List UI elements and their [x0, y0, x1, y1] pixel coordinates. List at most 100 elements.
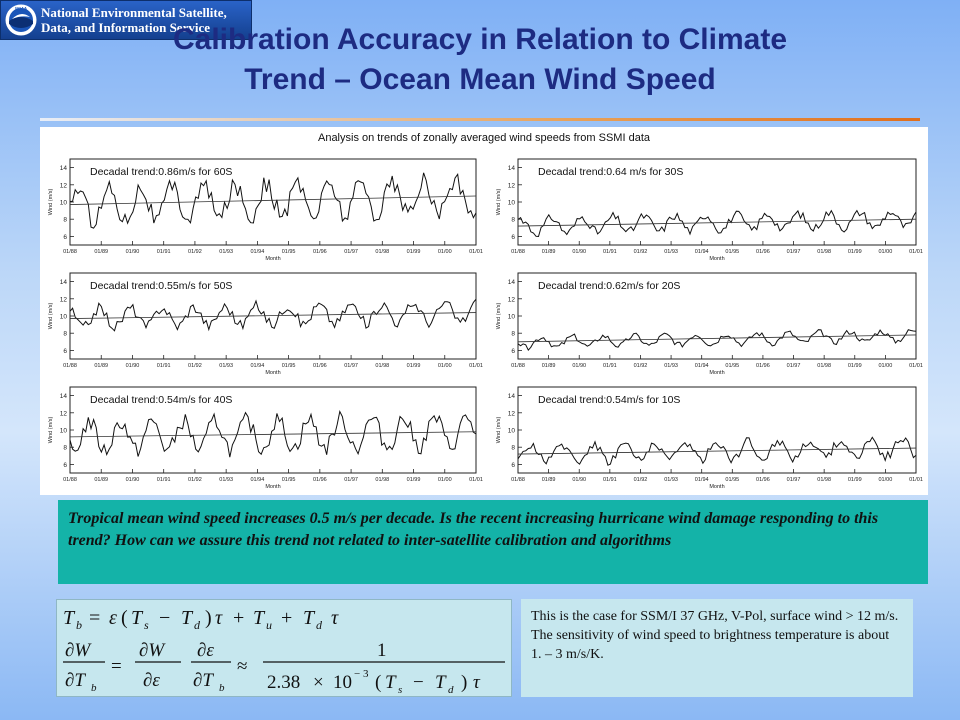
- trend-label: Decadal trend:0.54m/s for 10S: [538, 394, 680, 406]
- x-tick-label: 01/91: [157, 249, 171, 255]
- x-tick-label: 01/93: [664, 477, 678, 483]
- eq1-plus2: +: [281, 607, 292, 629]
- eq2-dTb: ∂T: [65, 670, 86, 691]
- x-tick-label: 01/98: [817, 249, 831, 255]
- y-tick-label: 6: [511, 234, 515, 241]
- y-tick-label: 14: [60, 165, 68, 172]
- x-tick-label: 01/96: [313, 363, 327, 369]
- x-tick-label: 01/97: [787, 249, 801, 255]
- x-tick-label: 01/00: [879, 249, 893, 255]
- x-tick-label: 01/90: [572, 249, 586, 255]
- x-axis-label: Month: [709, 484, 724, 490]
- x-tick-label: 01/94: [251, 477, 265, 483]
- wind-trend-charts: Analysis on trends of zonally averaged w…: [48, 132, 923, 490]
- eq2-Ts: T: [385, 672, 397, 693]
- y-axis-label: Wind (m/s): [496, 417, 502, 444]
- x-axis-label: Month: [265, 256, 280, 262]
- x-tick-label: 01/00: [879, 477, 893, 483]
- x-tick-label: 01/89: [542, 477, 556, 483]
- x-tick-label: 01/95: [282, 363, 296, 369]
- x-tick-label: 01/96: [313, 249, 327, 255]
- chart-panel-2: 6 8 10 12 14 01/88 01/89 01/90 01/91 01/92 01/93 01…: [496, 158, 923, 262]
- x-tick-label: 01/89: [542, 363, 556, 369]
- eq2-open: (: [375, 672, 381, 693]
- x-tick-label: 01/99: [407, 477, 421, 483]
- x-tick-label: 01/00: [438, 249, 452, 255]
- eq2-close: ): [461, 672, 467, 693]
- x-tick-label: 01/98: [817, 477, 831, 483]
- x-tick-label: 01/97: [344, 477, 358, 483]
- y-axis-label: Wind (m/s): [496, 303, 502, 330]
- org-name: National Environmental Satellite, Data, …: [41, 5, 227, 35]
- eq2-tau: τ: [473, 672, 481, 693]
- x-tick-label: 01/92: [634, 477, 648, 483]
- x-tick-label: 01/91: [603, 249, 617, 255]
- x-tick-label: 01/88: [63, 477, 77, 483]
- eq1-Tu: T: [253, 607, 266, 629]
- x-tick-label: 01/01: [469, 477, 483, 483]
- y-axis-label: Wind (m/s): [48, 303, 54, 330]
- x-tick-label: 01/88: [511, 249, 525, 255]
- tropical-trend-note: Tropical mean wind speed increases 0.5 m…: [58, 500, 928, 584]
- logo-text: NOAA: [15, 6, 27, 11]
- y-tick-label: 6: [63, 462, 67, 469]
- x-tick-label: 01/97: [787, 477, 801, 483]
- wind-series-line: [69, 298, 477, 332]
- x-tick-label: 01/88: [511, 477, 525, 483]
- x-tick-label: 01/91: [603, 477, 617, 483]
- trend-label: Decadal trend:0.55m/s for 50S: [90, 280, 232, 292]
- wind-series-line: [517, 436, 917, 466]
- x-tick-label: 01/95: [282, 249, 296, 255]
- x-tick-label: 01/99: [407, 363, 421, 369]
- eq1-eps: ε: [109, 607, 117, 629]
- eq1-u: u: [266, 618, 272, 632]
- chart-panel-3: 6 8 10 12 14 01/88 01/89 01/90 01/91 01/92 01/93 01…: [48, 272, 483, 376]
- x-tick-label: 01/93: [664, 363, 678, 369]
- y-tick-label: 10: [508, 428, 516, 435]
- x-tick-label: 01/90: [572, 363, 586, 369]
- x-tick-label: 01/97: [344, 363, 358, 369]
- eq2-equals: =: [111, 656, 122, 677]
- x-tick-label: 01/98: [817, 363, 831, 369]
- trend-label: Decadal trend:0.54m/s for 40S: [90, 394, 232, 406]
- wind-series-line: [517, 329, 917, 351]
- figure-title: Analysis on trends of zonally averaged w…: [318, 132, 651, 144]
- eq1-equals: =: [89, 607, 100, 629]
- x-tick-label: 01/89: [94, 477, 108, 483]
- eq2-deps: ∂ε: [143, 670, 160, 691]
- eq2-d: d: [448, 684, 454, 696]
- x-tick-label: 01/91: [603, 363, 617, 369]
- x-tick-label: 01/96: [313, 477, 327, 483]
- eq1-plus1: +: [233, 607, 244, 629]
- x-tick-label: 01/89: [94, 363, 108, 369]
- x-tick-label: 01/98: [375, 477, 389, 483]
- eq2-times: ×: [313, 672, 324, 693]
- y-tick-label: 14: [508, 279, 516, 286]
- y-tick-label: 12: [60, 410, 68, 417]
- y-tick-label: 8: [63, 445, 67, 452]
- y-tick-label: 14: [60, 279, 68, 286]
- x-tick-label: 01/93: [664, 249, 678, 255]
- x-tick-label: 01/01: [909, 363, 923, 369]
- x-tick-label: 01/93: [219, 477, 233, 483]
- x-tick-label: 01/01: [909, 249, 923, 255]
- y-tick-label: 6: [511, 348, 515, 355]
- eq1-b: b: [76, 618, 82, 632]
- x-tick-label: 01/95: [725, 477, 739, 483]
- y-tick-label: 14: [60, 393, 68, 400]
- x-tick-label: 01/96: [756, 249, 770, 255]
- eq2-b3: b: [219, 682, 225, 694]
- eq2-exp: − 3: [354, 668, 369, 680]
- eq1-close: ): [205, 607, 212, 629]
- x-tick-label: 01/92: [634, 363, 648, 369]
- y-tick-label: 8: [63, 217, 67, 224]
- x-tick-label: 01/97: [787, 363, 801, 369]
- eq2-b1: b: [91, 682, 97, 694]
- y-tick-label: 8: [511, 445, 515, 452]
- wind-trend-figure: Analysis on trends of zonally averaged w…: [40, 127, 928, 495]
- eq1-minus: −: [159, 607, 170, 629]
- x-axis-label: Month: [265, 370, 280, 376]
- sensitivity-note: This is the case for SSM/I 37 GHz, V-Pol…: [521, 599, 913, 697]
- trend-line: [517, 447, 917, 455]
- y-tick-label: 6: [63, 348, 67, 355]
